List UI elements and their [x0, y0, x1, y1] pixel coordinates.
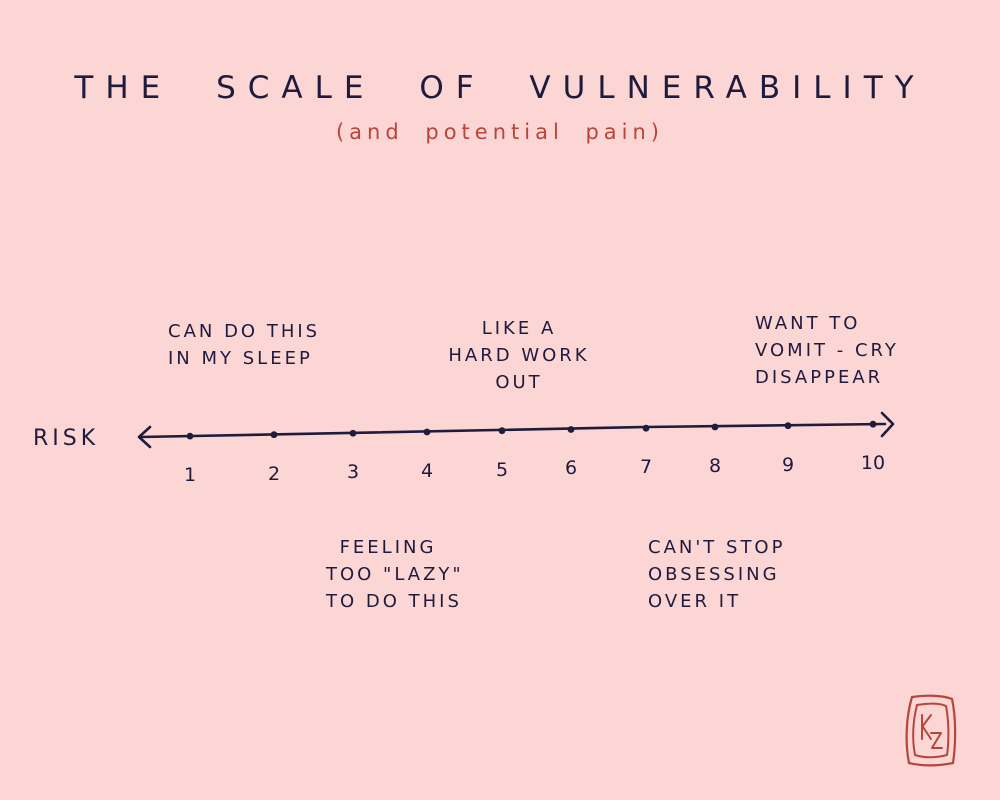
- tick-dot-3: [349, 429, 357, 437]
- tick-dot-1: [186, 432, 194, 440]
- tick-dot-6: [567, 426, 575, 433]
- tick-dot-10: [869, 420, 877, 428]
- annotation-line: CAN DO THIS: [168, 321, 321, 342]
- annotation-line: OBSESSING: [648, 564, 780, 585]
- annotation-line: TOO "LAZY": [326, 564, 464, 585]
- annotation-line: IN MY SLEEP: [168, 348, 313, 369]
- tick-label: 6: [564, 457, 578, 480]
- annotation-level-7: CAN'T STOP OBSESSING OVER IT: [648, 534, 785, 615]
- left-arrowhead: [137, 425, 152, 449]
- tick-dot-2: [270, 431, 278, 439]
- tick-label: 4: [420, 459, 434, 482]
- annotation-line: FEELING: [339, 537, 437, 558]
- tick-label: 5: [495, 458, 509, 481]
- diagram-title: THE SCALE OF VULNERABILITY: [74, 70, 926, 106]
- annotation-line: OUT: [495, 372, 543, 393]
- annotation-line: VOMIT - CRY: [755, 340, 899, 361]
- annotation-level-5: LIKE A HARD WORK OUT: [448, 315, 590, 396]
- annotation-line: HARD WORK: [448, 345, 590, 366]
- tick-label: 7: [639, 456, 653, 479]
- tick-label: 3: [346, 461, 360, 484]
- annotation-line: LIKE A: [481, 318, 557, 339]
- axis-line: [138, 422, 887, 439]
- tick-label: 9: [781, 453, 795, 476]
- annotation-line: WANT TO: [755, 313, 861, 334]
- annotation-line: TO DO THIS: [326, 591, 462, 612]
- annotation-line: OVER IT: [648, 591, 742, 612]
- tick-dot-7: [642, 424, 650, 432]
- right-arrowhead: [880, 411, 895, 438]
- tick-dot-4: [423, 428, 431, 436]
- tick-dot-5: [498, 427, 506, 435]
- annotation-level-1: CAN DO THIS IN MY SLEEP: [168, 318, 320, 372]
- annotation-line: CAN'T STOP: [648, 537, 786, 558]
- annotation-level-9: WANT TO VOMIT - CRY DISAPPEAR: [755, 310, 899, 391]
- axis-label: RISK: [33, 426, 100, 451]
- annotation-level-3: FEELING TOO "LAZY" TO DO THIS: [326, 534, 464, 615]
- artist-signature-stamp: [905, 694, 957, 767]
- tick-label: 1: [183, 464, 197, 487]
- tick-dot-9: [784, 422, 792, 430]
- tick-dot-8: [711, 423, 719, 431]
- tick-label: 2: [267, 462, 281, 485]
- annotation-line: DISAPPEAR: [755, 367, 884, 388]
- tick-label: 8: [708, 454, 722, 477]
- diagram-subtitle: (and potential pain): [335, 120, 664, 144]
- tick-label: 10: [860, 452, 886, 475]
